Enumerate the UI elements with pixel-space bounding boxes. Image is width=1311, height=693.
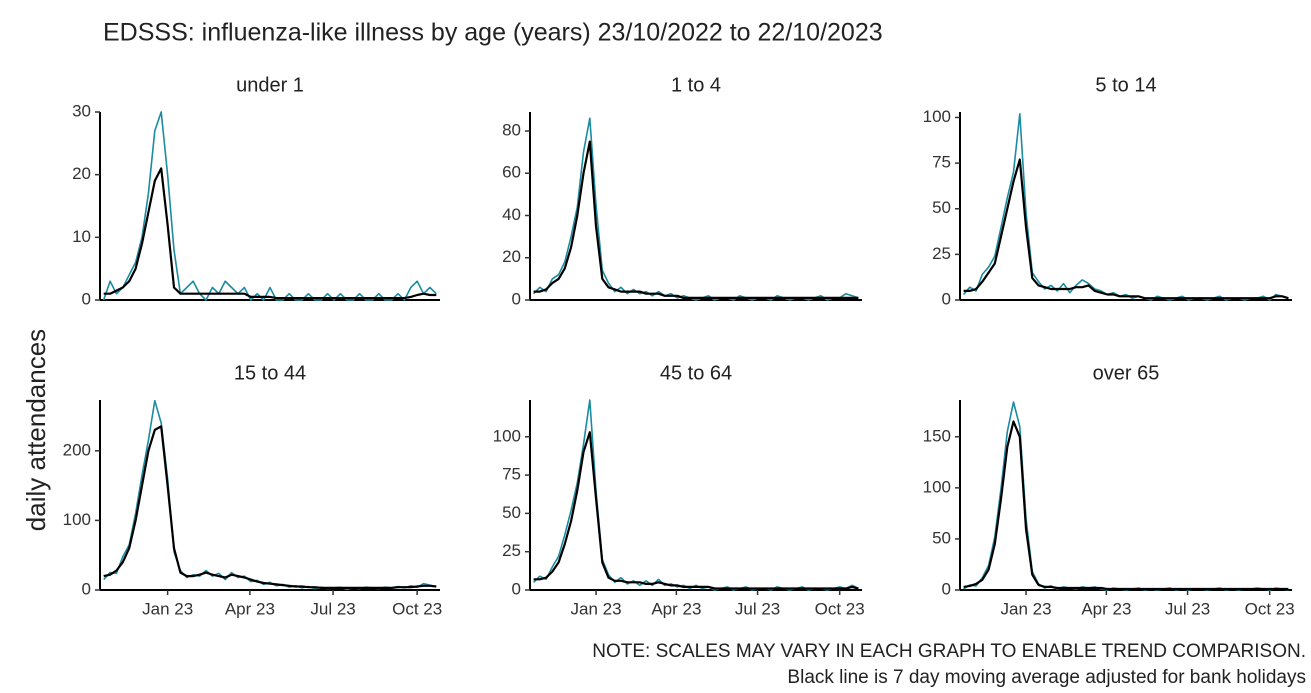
panel-title: 1 to 4 bbox=[671, 74, 721, 96]
chart-title: EDSSS: influenza-like illness by age (ye… bbox=[103, 19, 883, 47]
y-tick-label: 50 bbox=[932, 528, 951, 547]
panel-title: 45 to 64 bbox=[660, 362, 732, 384]
series-line bbox=[103, 425, 437, 589]
y-tick-label: 25 bbox=[502, 541, 521, 560]
x-tick-label: Oct 23 bbox=[815, 599, 865, 618]
y-tick-label: 100 bbox=[493, 426, 521, 445]
x-tick-label: Oct 23 bbox=[392, 599, 442, 618]
y-tick-label: 50 bbox=[932, 198, 951, 217]
y-tick-label: 80 bbox=[502, 120, 521, 139]
series-line bbox=[533, 399, 859, 591]
y-tick-label: 60 bbox=[502, 163, 521, 182]
y-tick-label: 10 bbox=[72, 227, 91, 246]
x-tick-label: Jan 23 bbox=[1001, 599, 1052, 618]
panel-title: over 65 bbox=[1093, 362, 1160, 384]
x-tick-label: Apr 23 bbox=[1081, 599, 1131, 618]
series-line bbox=[533, 140, 859, 299]
series-line bbox=[103, 399, 437, 591]
x-tick-label: Jan 23 bbox=[571, 599, 622, 618]
y-tick-label: 0 bbox=[512, 289, 521, 308]
series-line bbox=[103, 167, 437, 300]
series-line bbox=[533, 431, 859, 590]
y-tick-label: 0 bbox=[942, 289, 951, 308]
x-tick-label: Apr 23 bbox=[651, 599, 701, 618]
y-tick-label: 25 bbox=[932, 244, 951, 263]
y-tick-label: 0 bbox=[82, 289, 91, 308]
y-tick-label: 20 bbox=[72, 164, 91, 183]
y-tick-label: 200 bbox=[63, 440, 91, 459]
y-tick-label: 0 bbox=[942, 579, 951, 598]
series-line bbox=[533, 117, 859, 301]
y-tick-label: 20 bbox=[502, 247, 521, 266]
x-tick-label: Oct 23 bbox=[1245, 599, 1295, 618]
y-tick-label: 75 bbox=[932, 153, 951, 172]
y-tick-label: 150 bbox=[923, 426, 951, 445]
series-line bbox=[963, 158, 1289, 300]
y-tick-label: 30 bbox=[72, 101, 91, 120]
x-tick-label: Jan 23 bbox=[142, 599, 193, 618]
y-tick-label: 0 bbox=[512, 579, 521, 598]
series-line bbox=[963, 420, 1289, 591]
y-tick-label: 75 bbox=[502, 465, 521, 484]
x-tick-label: Apr 23 bbox=[225, 599, 275, 618]
y-tick-label: 100 bbox=[923, 107, 951, 126]
panel-title: 15 to 44 bbox=[234, 362, 306, 384]
y-tick-label: 50 bbox=[502, 503, 521, 522]
x-tick-label: Jul 23 bbox=[310, 599, 355, 618]
note: Black line is 7 day moving average adjus… bbox=[787, 667, 1306, 688]
y-tick-label: 0 bbox=[82, 579, 91, 598]
series-line bbox=[102, 111, 437, 301]
y-tick-label: 100 bbox=[923, 477, 951, 496]
panel-title: 5 to 14 bbox=[1095, 74, 1156, 96]
y-tick-label: 40 bbox=[502, 205, 521, 224]
x-tick-label: Jul 23 bbox=[1165, 599, 1210, 618]
series-line bbox=[962, 113, 1289, 301]
note: NOTE: SCALES MAY VARY IN EACH GRAPH TO E… bbox=[592, 641, 1306, 662]
y-axis-label: daily attendances bbox=[21, 329, 51, 531]
panel-title: under 1 bbox=[236, 74, 304, 96]
x-tick-label: Jul 23 bbox=[735, 599, 780, 618]
y-tick-label: 100 bbox=[63, 510, 91, 529]
